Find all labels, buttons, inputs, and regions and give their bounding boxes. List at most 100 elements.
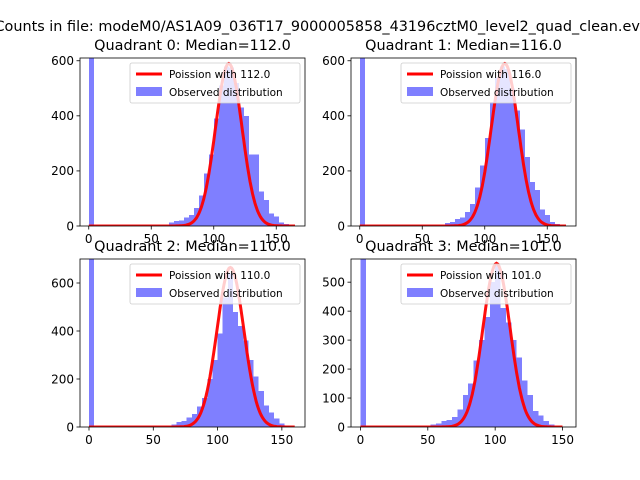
legend-label-observed: Observed distribution: [169, 288, 283, 300]
histogram-bar: [360, 259, 366, 427]
legend-label-observed: Observed distribution: [440, 87, 554, 99]
y-tick-label: 400: [51, 109, 74, 123]
histogram-bar: [538, 415, 544, 427]
legend-bar-swatch: [407, 288, 433, 297]
subplot-quadrant-3: Quadrant 3: Median=101.0 0 50 100 150 0 100 200…: [322, 239, 577, 447]
x-tick-label: 50: [146, 433, 161, 447]
histogram-bar: [258, 191, 264, 226]
legend-box: [129, 263, 301, 305]
histogram-bar: [454, 219, 460, 226]
histogram-bar: [248, 359, 254, 427]
histogram-bar: [539, 209, 545, 226]
legend: Poission with 116.0 Observed distribution: [400, 62, 572, 104]
legend-label-fit: Poission with 116.0: [440, 69, 541, 81]
x-tick-label: 50: [415, 232, 430, 246]
histogram-bar: [504, 69, 510, 226]
axes-frame: [350, 258, 577, 428]
histogram-bar: [268, 213, 274, 226]
histogram-bar: [203, 173, 209, 226]
histogram-bar: [462, 395, 469, 427]
legend: Poission with 112.0 Observed distribution: [129, 62, 301, 104]
x-tick-label: 50: [420, 433, 435, 447]
histogram-bar: [494, 77, 500, 226]
axes-frame: [79, 57, 306, 227]
y-tick-label: 200: [322, 362, 345, 376]
histogram-bar: [238, 107, 244, 226]
histogram-bar: [223, 66, 229, 226]
x-tick-label: 0: [356, 232, 364, 246]
x-tick-label: 0: [85, 433, 93, 447]
subplots: Quadrant 0: Median=112.0 0 50 100 150 0 200 400…: [51, 38, 577, 447]
plot-area: [88, 58, 295, 226]
poisson-fit-line: [88, 61, 295, 226]
legend-label-observed: Observed distribution: [169, 87, 283, 99]
x-tick-label: 0: [357, 433, 365, 447]
histogram-bar: [228, 67, 234, 226]
histogram-bar: [543, 421, 550, 427]
x-tick-label: 100: [473, 232, 496, 246]
subplot-quadrant-1: Quadrant 1: Median=116.0 0 50 100 150 0 200 400…: [322, 38, 577, 246]
histogram-bar: [243, 340, 249, 427]
histogram-bar: [233, 82, 239, 226]
y-tick-label: 400: [51, 324, 74, 338]
x-tick-label: 0: [85, 232, 93, 246]
y-tick-label: 600: [51, 276, 74, 290]
y-tick-label: 400: [322, 109, 345, 123]
histogram-bar: [489, 102, 495, 226]
histogram-bar: [222, 297, 228, 427]
y-tick-label: 300: [322, 333, 345, 347]
plot-area: [89, 259, 295, 427]
histogram-bar: [183, 217, 189, 226]
legend-label-fit: Poission with 101.0: [440, 270, 541, 282]
histogram-bar: [186, 417, 192, 427]
legend: Poission with 110.0 Observed distribution: [129, 263, 301, 305]
histogram-bar: [178, 220, 184, 226]
histogram-bar: [532, 411, 539, 427]
histogram-bar: [441, 421, 447, 427]
histogram-bar: [233, 311, 239, 427]
histogram-bar: [89, 259, 95, 427]
histogram-bar: [452, 416, 458, 427]
histogram-bar: [217, 333, 223, 427]
histogram-bar: [500, 308, 506, 427]
histogram-bar: [514, 110, 520, 226]
histogram-bar: [181, 421, 187, 427]
histogram-bar: [207, 379, 213, 427]
histogram-bar: [202, 398, 208, 427]
histogram-bar: [449, 221, 455, 226]
histogram-bar: [227, 273, 233, 427]
histogram-bar: [238, 326, 244, 427]
histogram-bar: [188, 214, 194, 226]
x-tick-label: 100: [484, 433, 507, 447]
histogram-bar: [509, 88, 515, 226]
plot-area: [359, 58, 566, 226]
histogram-bar: [484, 316, 490, 427]
histogram-bar: [88, 58, 94, 226]
legend-bar-swatch: [407, 87, 433, 96]
histogram-bar: [544, 214, 550, 226]
histogram-bar: [519, 129, 525, 226]
histogram-bar: [263, 199, 269, 226]
histogram-bar: [511, 340, 517, 427]
histogram-bar: [479, 165, 485, 226]
histogram-bar: [213, 118, 219, 226]
histogram-bar: [473, 360, 479, 427]
histogram-bar: [269, 412, 275, 427]
axes-frame: [350, 57, 577, 227]
subplot-title: Quadrant 1: Median=116.0: [365, 38, 562, 54]
y-tick-label: 100: [322, 391, 345, 405]
x-tick-label: 150: [270, 433, 293, 447]
y-tick-label: 500: [322, 275, 345, 289]
figure-suptitle: Counts in file: modeM0/AS1A09_036T17_900…: [0, 19, 640, 35]
histogram-bar: [274, 418, 280, 427]
y-tick-label: 0: [337, 420, 345, 434]
histogram-bar: [212, 359, 218, 427]
y-tick-label: 400: [322, 304, 345, 318]
y-tick-label: 0: [66, 219, 74, 233]
histogram-bar: [263, 405, 269, 427]
x-tick-label: 150: [536, 232, 559, 246]
histogram-bar: [218, 85, 224, 226]
subplot-quadrant-0: Quadrant 0: Median=112.0 0 50 100 150 0 200 400…: [51, 38, 306, 246]
histogram-bar: [258, 391, 264, 427]
